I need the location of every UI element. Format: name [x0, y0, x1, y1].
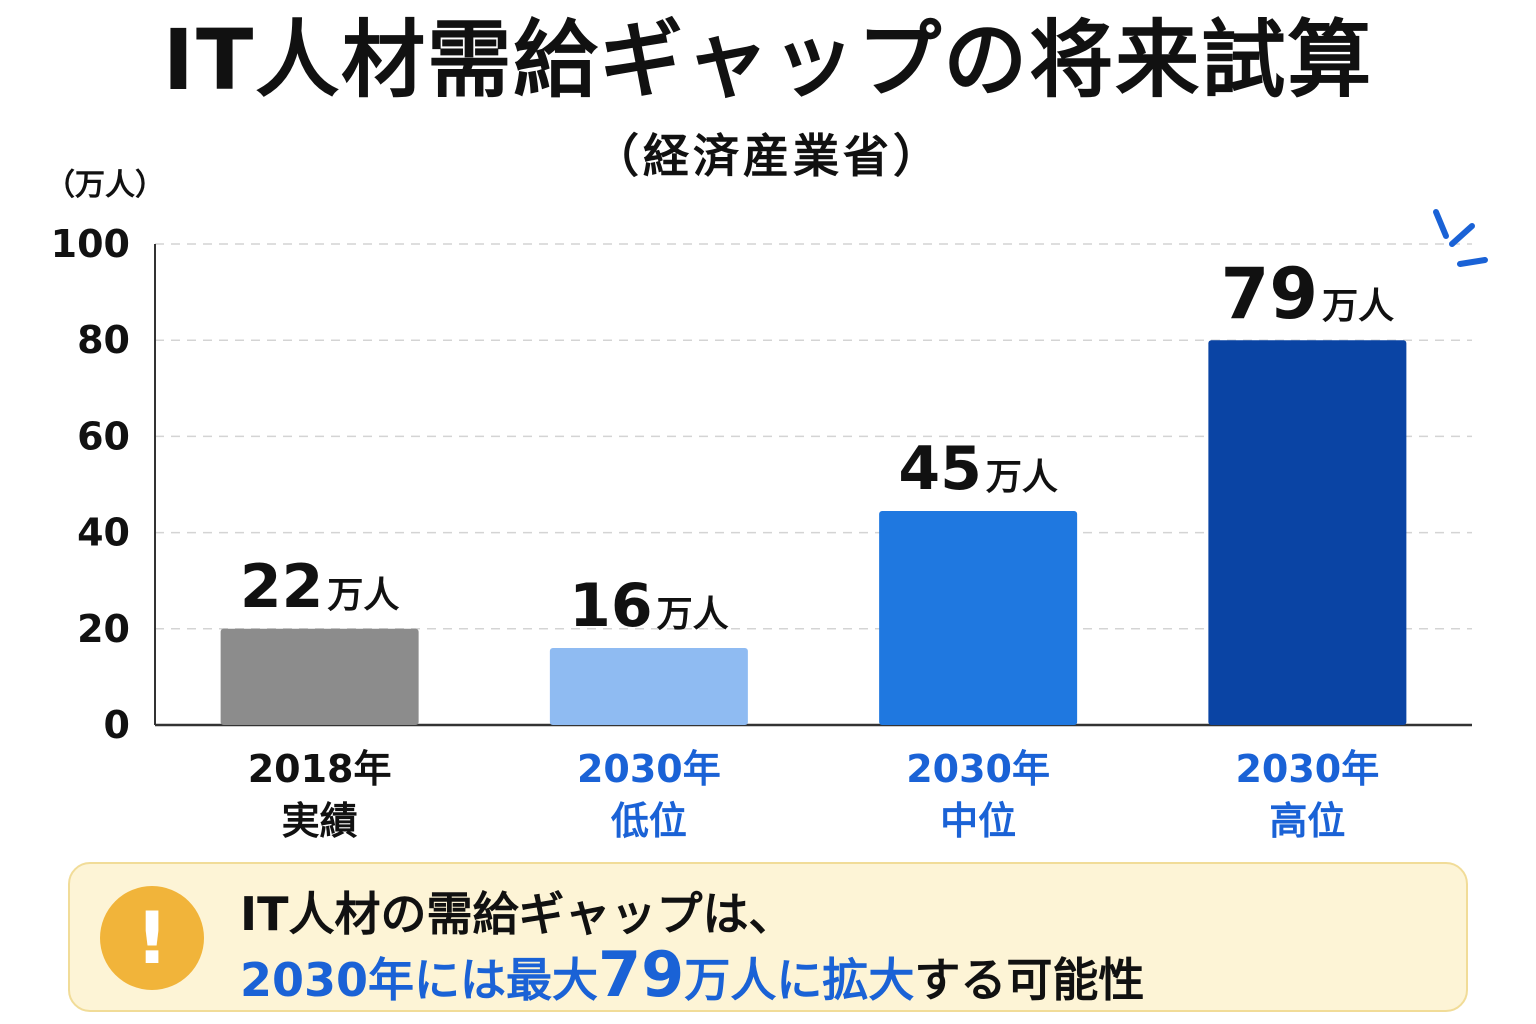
data-label: 79 万人	[1221, 253, 1394, 335]
emphasis-stroke	[1449, 223, 1475, 247]
data-label: 22 万人	[240, 552, 400, 622]
bar	[1208, 340, 1407, 725]
x-tick-label-year: 2030年	[1235, 747, 1379, 791]
y-axis-unit-label: （万人）	[45, 168, 165, 203]
chart-subtitle: （経済産業省）	[593, 129, 943, 183]
data-label-unit: 万人	[986, 457, 1058, 498]
y-tick-label: 0	[104, 703, 130, 747]
note-line-2: 2030年には最大79万人に拡大する可能性	[240, 938, 1144, 1011]
x-tick-label-scenario: 実績	[282, 799, 358, 843]
data-label-unit: 万人	[1322, 286, 1394, 327]
chart-title: IT人材需給ギャップの将来試算	[162, 11, 1374, 109]
data-label-number: 79	[1221, 253, 1318, 335]
note-line-1: IT人材の需給ギャップは、	[240, 887, 795, 941]
data-label: 45 万人	[898, 434, 1058, 504]
x-tick-label-year: 2030年	[577, 747, 721, 791]
exclamation-mark: !	[135, 896, 169, 980]
exclamation-icon: !	[100, 886, 204, 990]
x-tick-label-year: 2018年	[248, 747, 392, 791]
emphasis-stroke	[1433, 209, 1449, 239]
data-label-unit: 万人	[657, 594, 729, 635]
data-label-number: 22	[240, 552, 324, 622]
y-tick-label: 40	[77, 511, 130, 555]
y-tick-label: 100	[51, 222, 130, 266]
bar	[879, 510, 1078, 725]
bar	[549, 648, 748, 725]
data-label: 16 万人	[569, 571, 729, 641]
x-tick-label-scenario: 中位	[940, 799, 1016, 843]
x-tick-label-scenario: 高位	[1269, 799, 1345, 843]
data-label-number: 16	[569, 571, 653, 641]
note-line-2-part-1: 2030年には最大	[240, 953, 599, 1007]
y-tick-label: 80	[77, 318, 130, 362]
note-line-2-part-3: する可能性	[914, 953, 1145, 1007]
x-tick-label-scenario: 低位	[611, 799, 687, 843]
y-tick-label: 20	[77, 607, 130, 651]
data-label-unit: 万人	[327, 575, 399, 616]
summary-note: ! IT人材の需給ギャップは、 2030年には最大79万人に拡大する可能性	[68, 862, 1468, 1012]
note-line-2-part-2: 万人に拡大	[684, 953, 915, 1007]
note-line-2-highlight-number: 79	[598, 938, 685, 1011]
bar	[220, 628, 419, 725]
y-tick-label: 60	[77, 414, 130, 458]
emphasis-stroke	[1457, 257, 1488, 267]
x-tick-label-year: 2030年	[906, 747, 1050, 791]
data-label-number: 45	[898, 434, 982, 504]
